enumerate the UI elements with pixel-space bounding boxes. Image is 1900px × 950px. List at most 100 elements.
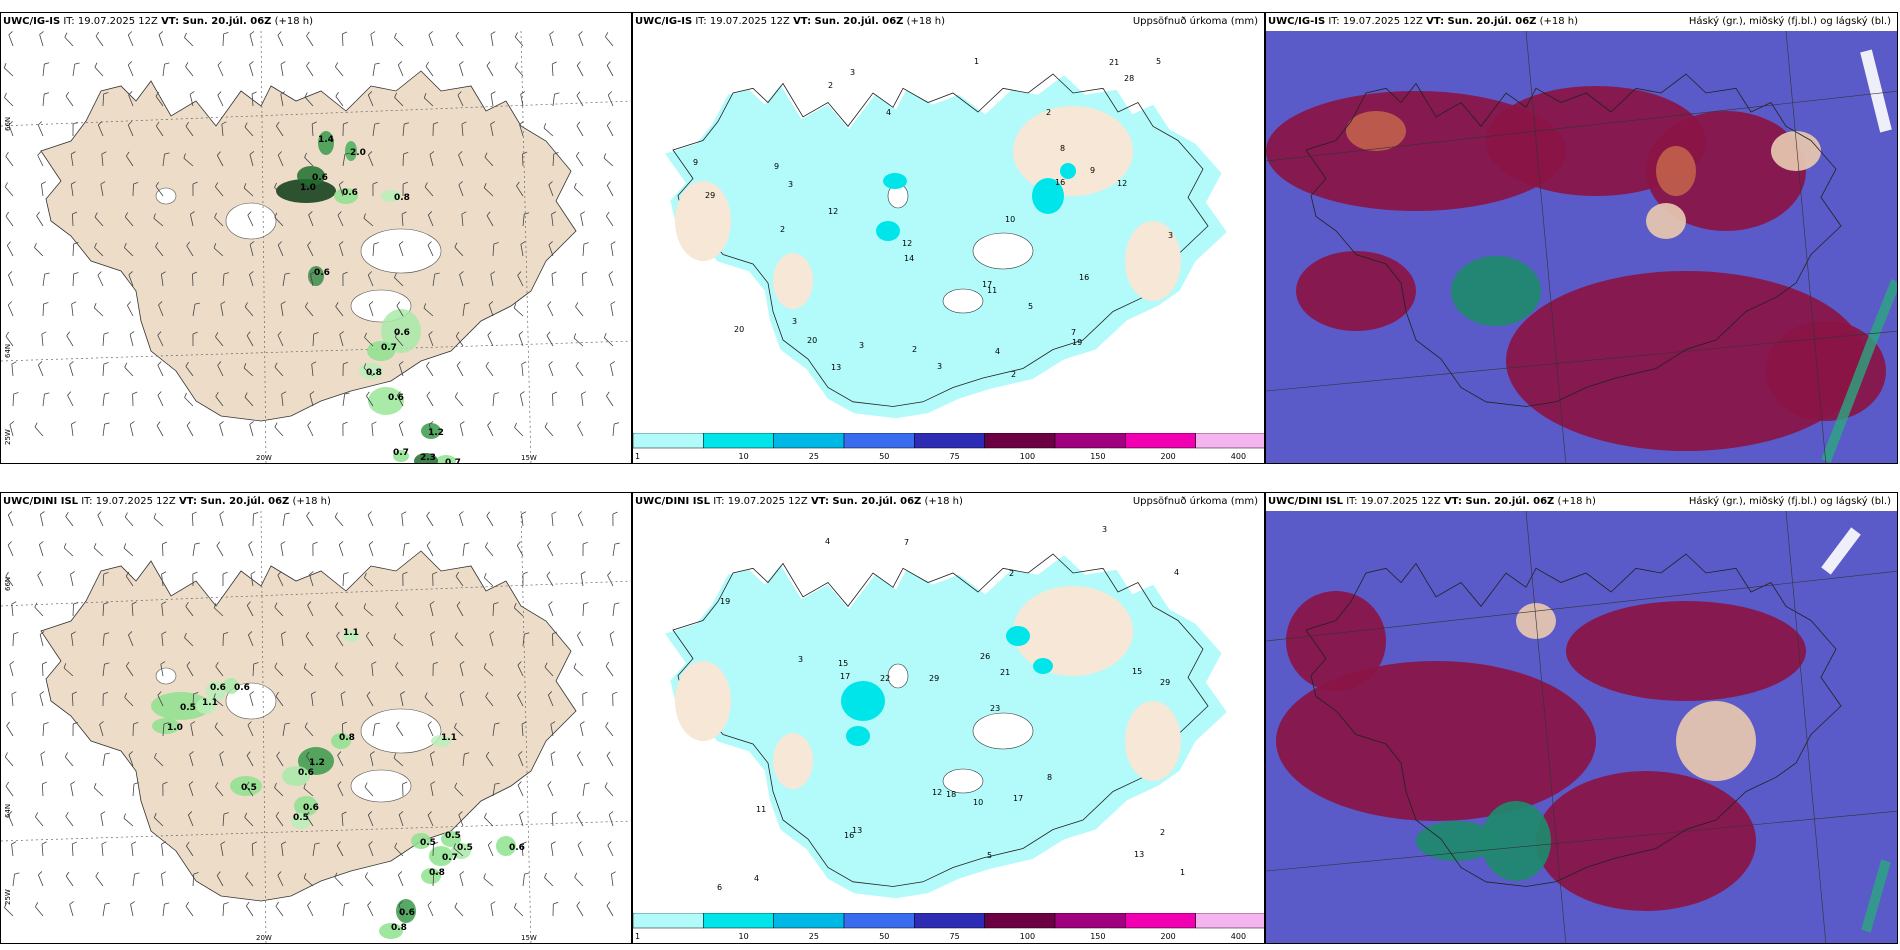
wind-barb: [309, 391, 315, 407]
wind-barb: [514, 62, 524, 77]
wind-barb: [9, 661, 15, 677]
wind-barb: [550, 721, 556, 737]
wind-barb: [156, 421, 164, 437]
wind-barb: [576, 61, 584, 77]
precip-area: [152, 718, 180, 734]
precip-area: [379, 923, 403, 939]
wind-barb: [93, 303, 104, 317]
wind-barb: [153, 812, 164, 827]
precip-area: [451, 843, 471, 859]
wind-barb: [551, 631, 558, 647]
wind-barb: [244, 302, 254, 317]
wind-barb: [72, 721, 78, 737]
wind-barb: [95, 31, 104, 47]
wind-barb: [544, 872, 554, 887]
wind-barb: [184, 632, 194, 647]
precip-area: [276, 179, 336, 203]
cloud-area: [1276, 661, 1596, 821]
wind-barb: [37, 151, 44, 167]
wind-barb: [308, 211, 314, 227]
wind-barb: [274, 422, 284, 437]
wind-barb: [612, 422, 620, 437]
iceland-coastline: [672, 73, 1209, 407]
wind-barb: [307, 601, 314, 617]
colorbar-tick-label: 75: [950, 452, 960, 461]
wind-barb: [280, 541, 286, 557]
wind-barb: [245, 872, 254, 887]
accum-value-label: 2: [912, 345, 917, 354]
wind-barb: [425, 61, 434, 77]
wind-barb: [71, 421, 77, 437]
wind-barb: [364, 872, 374, 887]
wind-barb: [423, 93, 434, 107]
wind-barb: [543, 123, 554, 137]
wind-barb: [67, 391, 74, 407]
wind-barb: [368, 301, 374, 317]
colorbar-swatch: [984, 432, 1056, 449]
wind-barb: [34, 602, 44, 617]
precip-value-label: 0.6: [388, 393, 404, 403]
wind-barb: [12, 632, 19, 647]
wind-barb: [518, 331, 524, 347]
wind-barb: [432, 842, 439, 857]
wind-barb: [64, 752, 74, 767]
wind-barb: [12, 392, 19, 407]
wind-barb: [252, 511, 259, 527]
clear-streak: [1821, 527, 1861, 575]
accum-value-label: 2: [1011, 370, 1016, 379]
panel-header: UWC/IG-IS IT: 19.07.2025 12Z VT: Sun. 20…: [635, 16, 1258, 27]
lon-label-20w: 20W: [256, 454, 272, 462]
wind-barb: [34, 812, 44, 827]
wind-barb: [5, 151, 14, 167]
accum-value-label: 3: [850, 68, 855, 77]
accum-value-label: 3: [798, 655, 803, 664]
wind-barb: [544, 662, 554, 677]
precip-area: [883, 173, 907, 189]
colorbar-swatch: [1195, 912, 1264, 929]
wind-barb: [213, 603, 224, 617]
panel-dini-accum-precip: UWC/DINI ISL IT: 19.07.2025 12Z VT: Sun.…: [632, 492, 1265, 944]
wind-barb: [605, 211, 614, 227]
wind-barb: [427, 241, 434, 257]
wind-barb: [395, 602, 404, 617]
wind-barb: [123, 813, 134, 827]
accum-value-label: 3: [1102, 525, 1107, 534]
wind-barb: [99, 721, 104, 737]
glacier: [360, 708, 442, 754]
wind-barb: [426, 541, 434, 557]
wind-barb: [185, 361, 194, 377]
wind-barb: [312, 332, 319, 347]
wind-barb: [483, 873, 494, 887]
wind-barb: [398, 901, 404, 917]
wind-barb: [219, 751, 224, 767]
wind-barb: [39, 31, 44, 47]
wind-barb: [368, 151, 374, 167]
wind-barb: [521, 721, 527, 737]
wind-barb: [130, 901, 135, 917]
wind-barb: [582, 242, 589, 257]
panel-header: UWC/DINI ISL IT: 19.07.2025 12Z VT: Sun.…: [3, 496, 331, 507]
wind-barb: [215, 332, 224, 347]
dry-area: [1125, 221, 1181, 301]
accum-value-label: 2: [1009, 569, 1014, 578]
wind-barb: [363, 363, 374, 377]
wind-barb: [275, 691, 284, 707]
wind-barb: [252, 662, 259, 677]
wind-barb: [577, 421, 584, 437]
wind-barb: [550, 841, 556, 857]
wind-barb: [483, 572, 494, 587]
dry-area: [1013, 106, 1133, 196]
wind-barb: [4, 752, 14, 767]
lon-label-15w: 15W: [521, 934, 537, 942]
wind-barb: [162, 722, 169, 737]
wind-barb: [307, 241, 314, 257]
precip-area: [414, 453, 438, 463]
wind-barb: [342, 902, 350, 917]
wind-barb: [513, 303, 524, 317]
accum-value-label: 7: [1071, 328, 1076, 337]
wind-barb: [486, 61, 494, 77]
precip-area: [381, 309, 421, 353]
clear-streak: [1860, 49, 1892, 133]
wind-barb: [249, 31, 255, 47]
wind-barb: [492, 782, 500, 797]
